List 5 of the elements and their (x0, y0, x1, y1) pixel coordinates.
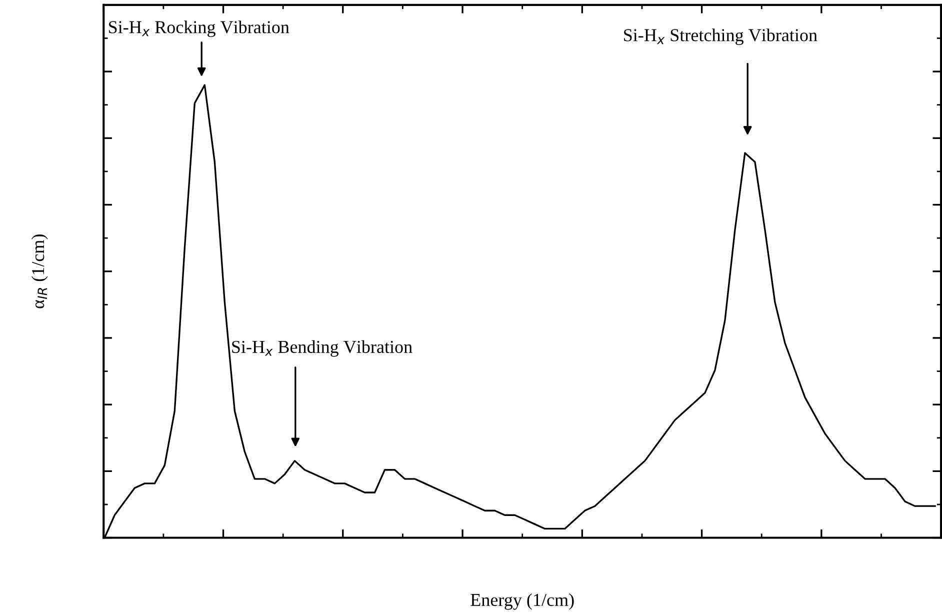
x-axis-title: Energy (1/cm) (470, 593, 574, 610)
text: Si-H$_{x}$ Stretching Vibration (624, 28, 818, 46)
y-axis-title: α$_{IR}$ (1/cm) (31, 234, 48, 308)
text: Si-H$_{x}$ Rocking Vibration (109, 20, 290, 38)
annotation: Si-H$_{x}$ Bending Vibration (232, 340, 412, 357)
